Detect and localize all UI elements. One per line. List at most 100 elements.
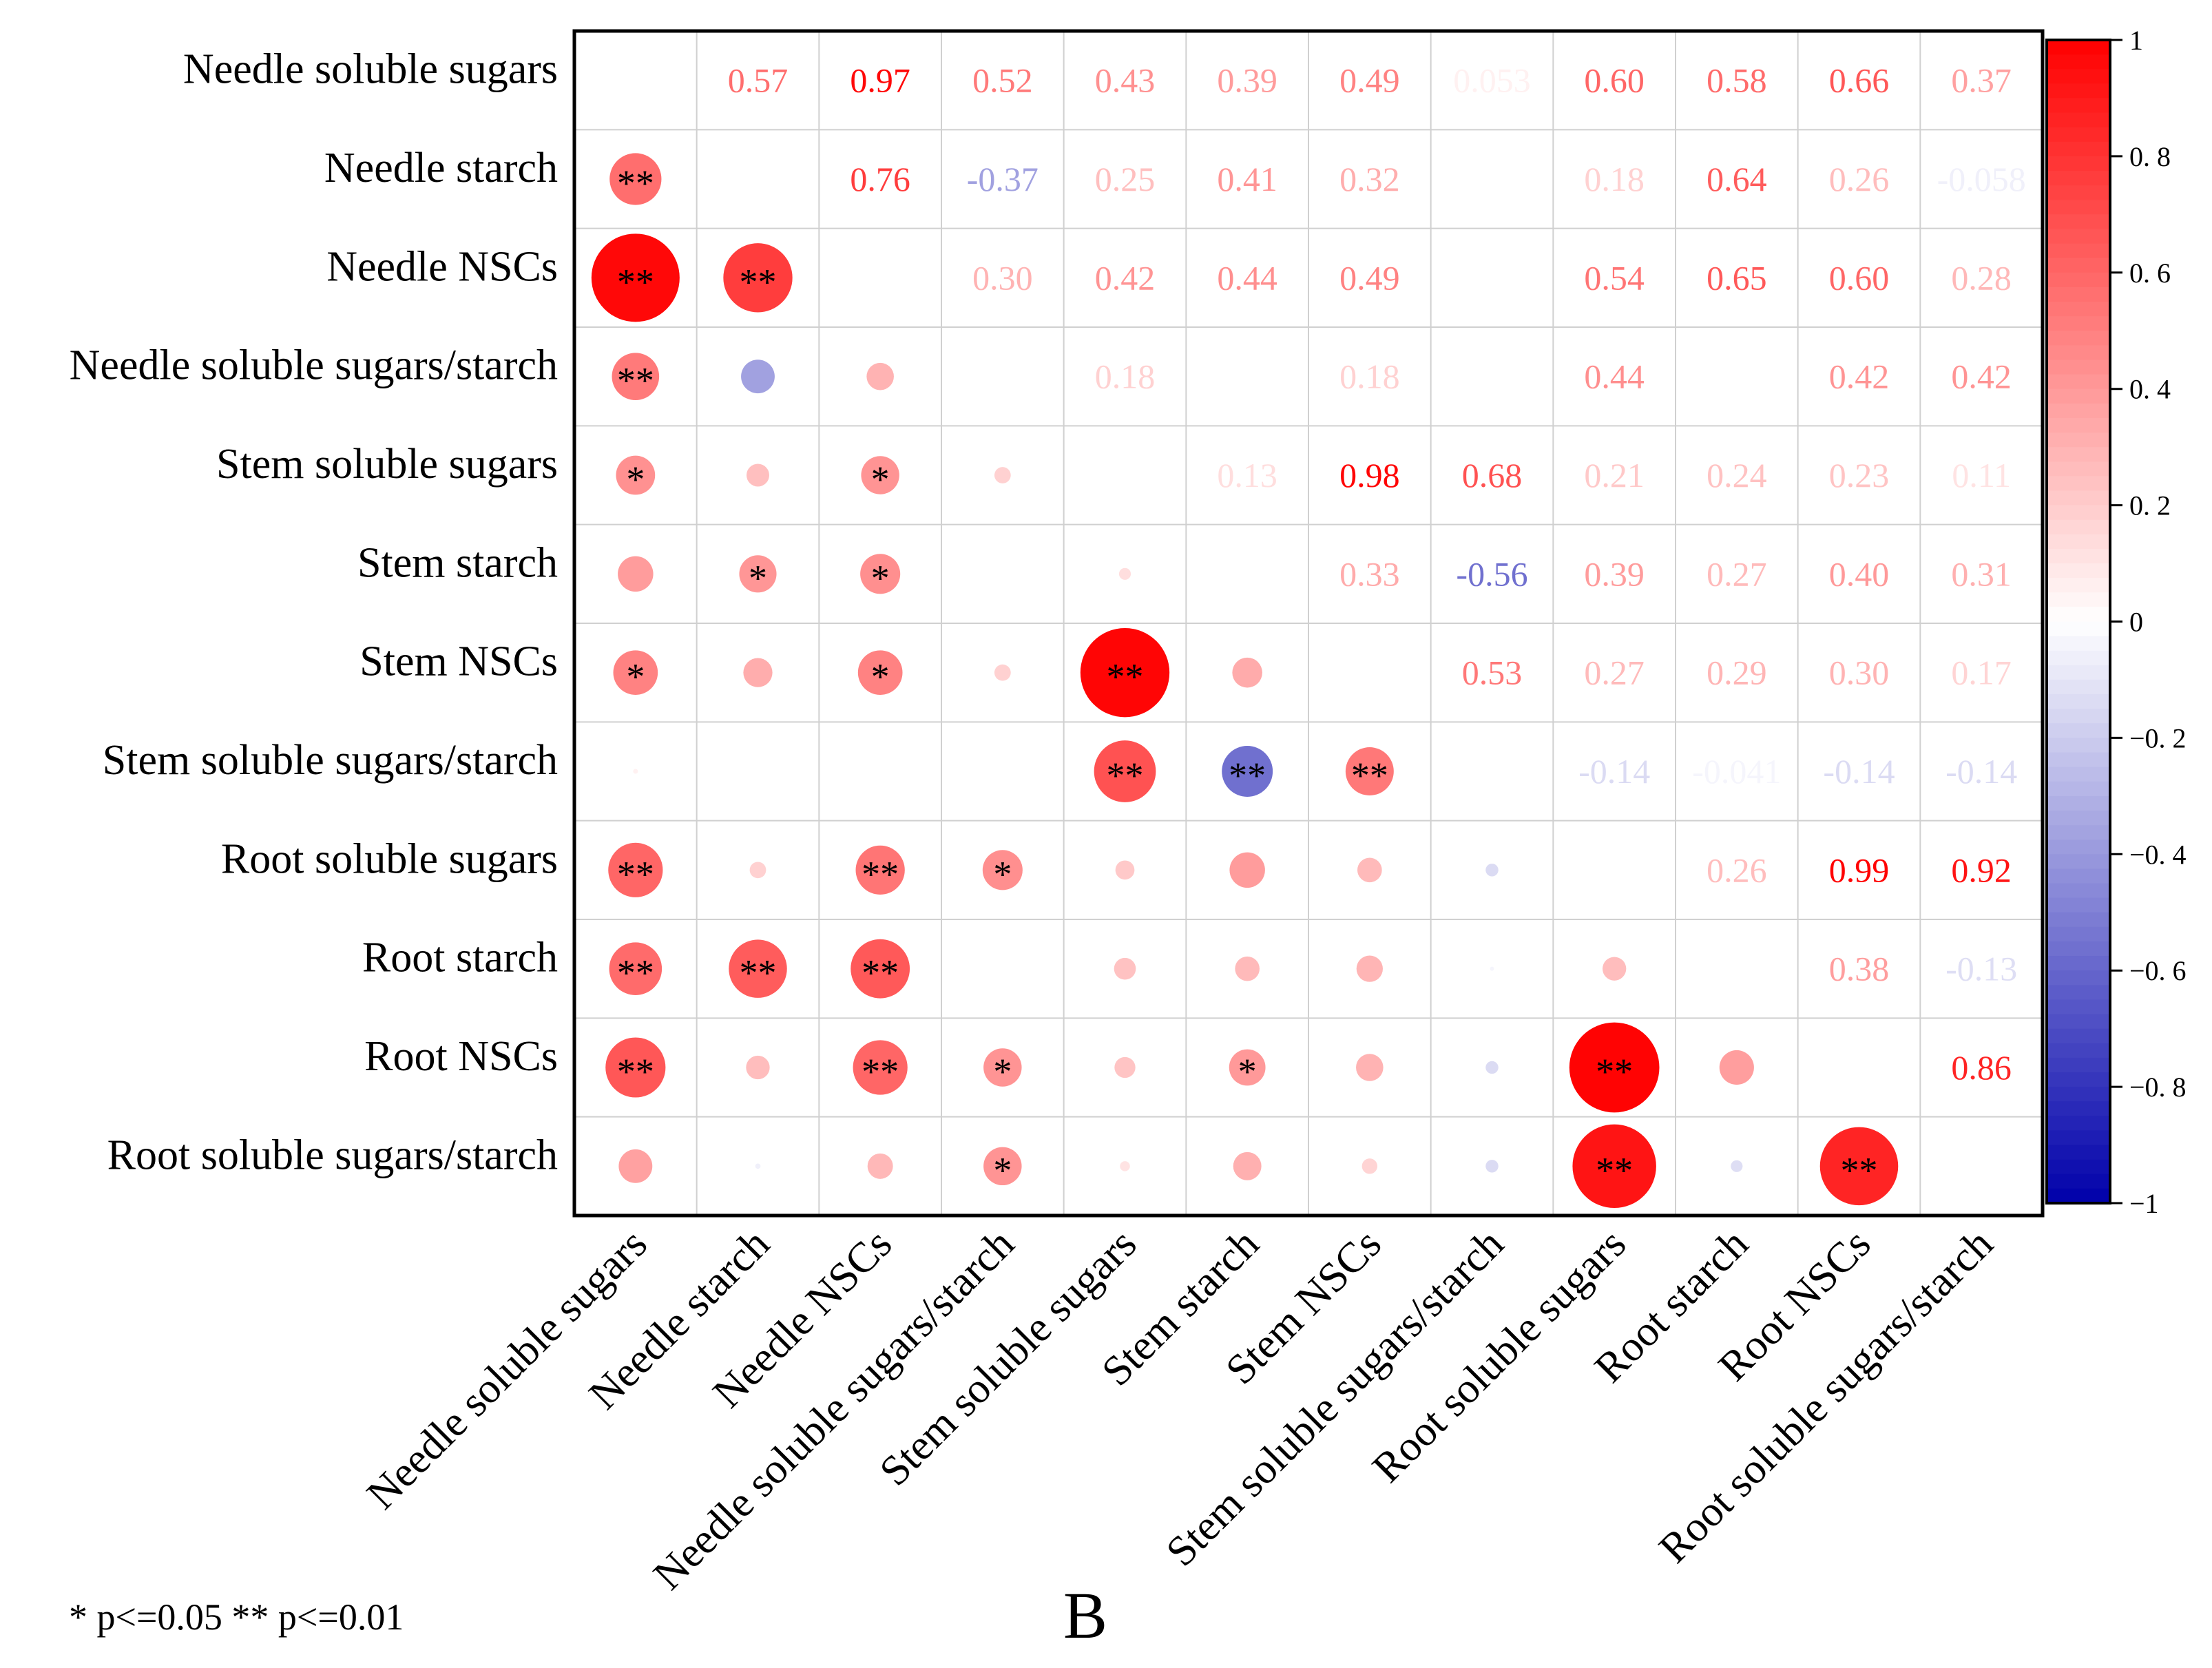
colorbar-segment: [2047, 840, 2110, 855]
correlation-circle: [739, 555, 777, 593]
correlation-circle: [741, 359, 775, 394]
colorbar-segment: [2047, 54, 2110, 70]
colorbar-segment: [2047, 1145, 2110, 1160]
correlation-circle: [1361, 1158, 1378, 1174]
row-label: Root soluble sugars/starch: [107, 1132, 558, 1178]
colorbar-segment: [2047, 956, 2110, 972]
colorbar-segment: [2047, 897, 2110, 913]
significance-marker: **: [1596, 1051, 1633, 1092]
coefficient-label: -0.13: [1945, 950, 2017, 988]
colorbar-segment: [2047, 171, 2110, 187]
significance-marker: *: [993, 853, 1012, 895]
correlation-circle: [853, 1040, 908, 1095]
significance-marker: *: [626, 459, 645, 500]
colorbar-segment: [2047, 374, 2110, 390]
significance-marker: **: [617, 952, 654, 994]
correlation-circle: [746, 1055, 770, 1080]
correlation-circle: [1819, 1127, 1899, 1206]
colorbar-segment: [2047, 359, 2110, 375]
colorbar-segment: [2047, 1188, 2110, 1204]
coefficient-label: 0.33: [1339, 554, 1400, 593]
row-label: Root starch: [362, 935, 558, 981]
colorbar-segment: [2047, 417, 2110, 434]
colorbar-tick-label: 0. 8: [2129, 141, 2171, 172]
colorbar-segment: [2047, 432, 2110, 448]
correlation-circle: [729, 939, 787, 998]
coefficient-label: 0.27: [1584, 654, 1645, 692]
correlation-circle: [1572, 1124, 1656, 1209]
coefficient-label: 0.92: [1951, 851, 2012, 889]
significance-marker: *: [749, 557, 767, 598]
significance-marker: **: [1596, 1149, 1633, 1191]
significance-marker: *: [993, 1149, 1012, 1191]
colorbar-segment: [2047, 679, 2110, 696]
correlation-circle: [1490, 966, 1494, 971]
correlation-circle: [1731, 1160, 1743, 1172]
colorbar-segment: [2047, 999, 2110, 1015]
coefficient-label: 0.40: [1829, 554, 1890, 593]
coefficient-label: 0.53: [1462, 654, 1523, 692]
colorbar-segment: [2047, 127, 2110, 143]
row-label: Needle soluble sugars: [183, 46, 558, 93]
correlation-circle: [1114, 957, 1136, 980]
coefficient-label: 0.68: [1462, 456, 1523, 494]
correlation-circle: [1229, 1049, 1266, 1086]
colorbar-segment: [2047, 694, 2110, 710]
matrix-frame: [572, 29, 2045, 1218]
correlation-circle: [1356, 1054, 1384, 1081]
significance-marker: **: [862, 1051, 899, 1092]
coefficient-label: 0.29: [1707, 654, 1767, 692]
significance-marker: *: [871, 459, 890, 500]
correlation-circle: [755, 1163, 761, 1169]
correlation-circle: [608, 842, 663, 897]
significance-marker: **: [1229, 755, 1266, 796]
colorbar-segment: [2047, 316, 2110, 332]
correlation-circle: [994, 467, 1011, 483]
coefficient-label: 0.37: [1951, 61, 2012, 100]
colorbar-segment: [2047, 709, 2110, 724]
row-label: Needle NSCs: [326, 243, 558, 290]
colorbar-segment: [2047, 795, 2110, 811]
coefficient-label: 0.49: [1339, 258, 1400, 297]
colorbar-tick-label: 0. 6: [2129, 258, 2171, 289]
coefficient-label: -0.041: [1692, 752, 1781, 791]
colorbar-segment: [2047, 112, 2110, 128]
significance-marker: *: [871, 656, 890, 698]
significance-marker: **: [740, 952, 777, 994]
correlation-circle: [1118, 567, 1131, 580]
correlation-circle: [1357, 857, 1382, 883]
colorbar-segment: [2047, 490, 2110, 506]
colorbar-segment: [2047, 229, 2110, 244]
colorbar-segment: [2047, 723, 2110, 739]
colorbar-segment: [2047, 810, 2110, 826]
coefficient-label: -0.14: [1823, 752, 1895, 791]
colorbar-segment: [2047, 331, 2110, 346]
significance-marker: **: [617, 1051, 654, 1092]
colorbar-segment: [2047, 1028, 2110, 1044]
colorbar-segment: [2047, 1087, 2110, 1103]
colorbar-segment: [2047, 592, 2110, 608]
colorbar-segment: [2047, 141, 2110, 157]
coefficient-label: 0.11: [1952, 456, 2011, 494]
coefficient-label: 0.39: [1217, 61, 1277, 100]
correlation-circle: [857, 650, 903, 696]
coefficient-label: -0.37: [967, 160, 1039, 198]
coefficient-label: 0.58: [1707, 61, 1767, 100]
coefficient-label: 0.65: [1707, 258, 1767, 297]
colorbar-segment: [2047, 345, 2110, 361]
colorbar-segment: [2047, 825, 2110, 841]
coefficient-label: 0.44: [1217, 258, 1277, 297]
coefficient-label: 0.25: [1095, 160, 1156, 198]
correlation-circle: [605, 1037, 666, 1098]
significance-marker: **: [617, 261, 654, 302]
correlation-circle: [855, 845, 905, 895]
colorbar-segment: [2047, 854, 2110, 870]
coefficient-label: 0.44: [1584, 357, 1645, 396]
colorbar-segment: [2047, 621, 2110, 637]
colorbar-segment: [2047, 156, 2110, 172]
colorbar-segment: [2047, 83, 2110, 99]
coefficient-label: 0.43: [1095, 61, 1156, 100]
correlation-circle: [860, 554, 901, 594]
colorbar-segment: [2047, 40, 2110, 56]
significance-marker: **: [1107, 656, 1144, 698]
